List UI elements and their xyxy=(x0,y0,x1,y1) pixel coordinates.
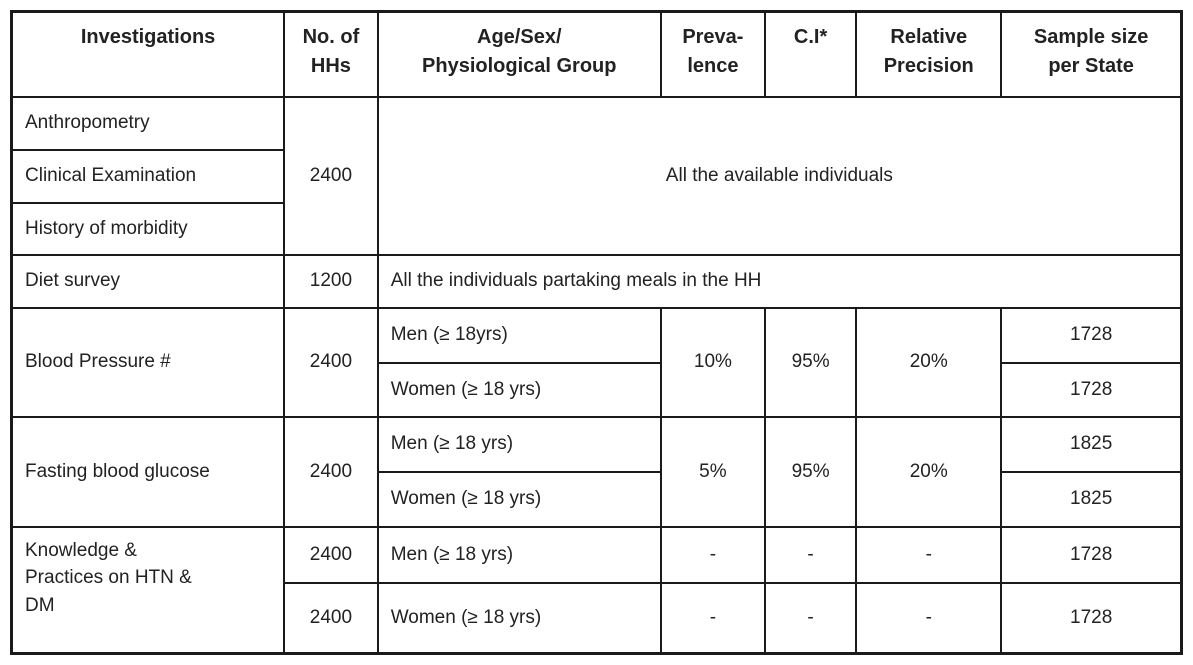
cell-fbg-investigation: Fasting blood glucose xyxy=(10,415,286,528)
cell-kp-women-prevalence: - xyxy=(659,581,766,655)
cell-fbg-men-group: Men (≥ 18 yrs) xyxy=(376,415,662,473)
cell-kp-men-sample: 1728 xyxy=(1000,525,1183,584)
cell-fbg-women-group: Women (≥ 18 yrs) xyxy=(376,470,662,528)
cell-anthro-group-population: All the available individuals xyxy=(376,95,1183,256)
cell-bp-men-sample: 1728 xyxy=(1000,306,1183,364)
header-relative-precision: Relative Precision xyxy=(855,10,1003,98)
survey-design-table: Investigations No. of HHs Age/Sex/ Physi… xyxy=(10,10,1183,655)
cell-bp-investigation: Blood Pressure # xyxy=(10,306,286,418)
cell-kp-investigation: Knowledge & Practices on HTN & DM xyxy=(10,525,286,655)
header-investigations: Investigations xyxy=(10,10,286,98)
cell-fbg-women-sample: 1825 xyxy=(1000,470,1183,528)
cell-kp-women-hhs: 2400 xyxy=(283,581,379,655)
cell-bp-women-sample: 1728 xyxy=(1000,361,1183,418)
row-knowledge-practices-women: 2400 Women (≥ 18 yrs) - - - 1728 xyxy=(12,581,1183,655)
cell-anthropometry-investigation: Anthropometry xyxy=(10,95,286,151)
cell-bp-ci: 95% xyxy=(763,306,858,418)
cell-diet-hhs: 1200 xyxy=(283,253,379,309)
row-history-of-morbidity: History of morbidity xyxy=(10,201,1182,256)
row-fasting-glucose-women: Women (≥ 18 yrs) 1825 xyxy=(12,470,1183,528)
cell-bp-men-group: Men (≥ 18yrs) xyxy=(376,306,662,364)
cell-fbg-hhs: 2400 xyxy=(283,415,379,528)
cell-kp-women-group: Women (≥ 18 yrs) xyxy=(376,581,662,655)
cell-clinical-investigation: Clinical Examination xyxy=(10,148,286,204)
cell-bp-women-group: Women (≥ 18 yrs) xyxy=(376,361,662,418)
cell-diet-investigation: Diet survey xyxy=(10,253,286,309)
header-age-sex-group: Age/Sex/ Physiological Group xyxy=(376,10,662,98)
cell-kp-men-prevalence: - xyxy=(659,525,766,584)
cell-bp-hhs: 2400 xyxy=(283,306,379,418)
cell-diet-population: All the individuals partaking meals in t… xyxy=(376,253,1183,309)
row-knowledge-practices-men: Knowledge & Practices on HTN & DM 2400 M… xyxy=(10,525,1183,655)
cell-fbg-prevalence: 5% xyxy=(659,415,766,528)
cell-kp-women-sample: 1728 xyxy=(1000,581,1183,655)
cell-kp-women-relative-precision: - xyxy=(855,581,1003,655)
row-blood-pressure-men: Blood Pressure # 2400 Men (≥ 18yrs) 10% … xyxy=(10,306,1183,418)
header-row: Investigations No. of HHs Age/Sex/ Physi… xyxy=(10,10,1183,98)
header-ci: C.I* xyxy=(763,10,858,98)
row-clinical-examination: Clinical Examination xyxy=(10,148,1182,204)
cell-kp-men-hhs: 2400 xyxy=(283,525,379,584)
header-prevalence: Preva- lence xyxy=(659,10,766,98)
cell-fbg-relative-precision: 20% xyxy=(855,415,1003,528)
cell-fbg-men-sample: 1825 xyxy=(1000,415,1183,473)
cell-kp-men-ci: - xyxy=(763,525,858,584)
header-sample-size: Sample size per State xyxy=(1000,10,1183,98)
cell-kp-men-group: Men (≥ 18 yrs) xyxy=(376,525,662,584)
row-fasting-glucose-men: Fasting blood glucose 2400 Men (≥ 18 yrs… xyxy=(10,415,1183,528)
cell-kp-women-ci: - xyxy=(763,581,858,655)
row-anthropometry: Anthropometry 2400 All the available ind… xyxy=(10,95,1183,256)
cell-bp-relative-precision: 20% xyxy=(855,306,1003,418)
cell-fbg-ci: 95% xyxy=(763,415,858,528)
cell-bp-prevalence: 10% xyxy=(659,306,766,418)
row-blood-pressure-women: Women (≥ 18 yrs) 1728 xyxy=(12,361,1183,418)
cell-anthro-group-hhs: 2400 xyxy=(283,95,379,256)
cell-history-investigation: History of morbidity xyxy=(10,201,286,256)
row-diet-survey: Diet survey 1200 All the individuals par… xyxy=(10,253,1183,309)
header-no-of-hhs: No. of HHs xyxy=(283,10,379,98)
cell-kp-men-relative-precision: - xyxy=(855,525,1003,584)
